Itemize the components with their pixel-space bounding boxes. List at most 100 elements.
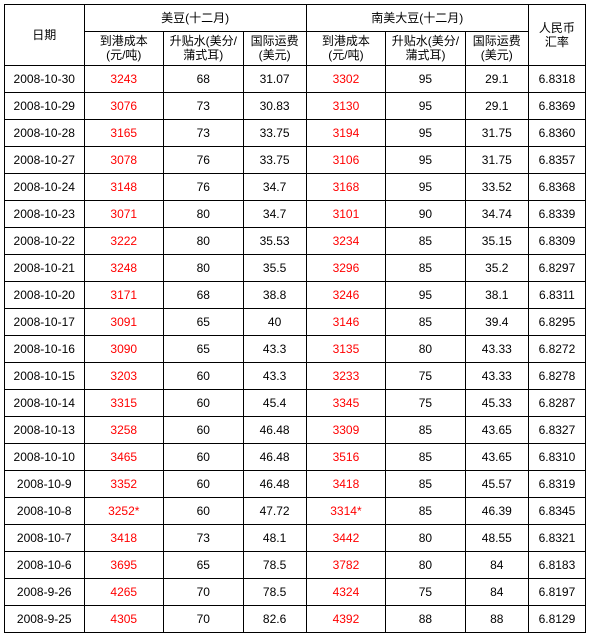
cell-date: 2008-9-25 — [5, 605, 85, 632]
header-us-basis: 升贴水(美分/ 蒲式耳) — [164, 32, 244, 66]
cell-sa-cost: 3194 — [306, 119, 386, 146]
cell-us-cost: 3071 — [84, 200, 164, 227]
cell-us-freight: 34.7 — [243, 173, 306, 200]
cell-sa-cost: 3101 — [306, 200, 386, 227]
cell-rate: 6.8319 — [528, 470, 585, 497]
header-sa-freight: 国际运费 (美元) — [465, 32, 528, 66]
cell-date: 2008-10-6 — [5, 551, 85, 578]
header-sa-cost: 到港成本 (元/吨) — [306, 32, 386, 66]
cell-us-freight: 40 — [243, 308, 306, 335]
cell-sa-freight: 43.33 — [465, 335, 528, 362]
cell-us-cost: 3243 — [84, 65, 164, 92]
cell-sa-cost: 3246 — [306, 281, 386, 308]
cell-sa-basis: 85 — [386, 416, 466, 443]
header-rmb-rate: 人民币 汇率 — [528, 5, 585, 66]
cell-sa-freight: 29.1 — [465, 92, 528, 119]
table-row: 2008-10-2330718034.731019034.746.8339 — [5, 200, 586, 227]
cell-rate: 6.8183 — [528, 551, 585, 578]
cell-us-basis: 76 — [164, 146, 244, 173]
cell-sa-basis: 85 — [386, 443, 466, 470]
cell-sa-basis: 95 — [386, 119, 466, 146]
cell-sa-basis: 90 — [386, 200, 466, 227]
cell-date: 2008-10-15 — [5, 362, 85, 389]
cell-sa-freight: 88 — [465, 605, 528, 632]
cell-sa-basis: 85 — [386, 227, 466, 254]
cell-date: 2008-10-9 — [5, 470, 85, 497]
cell-sa-freight: 84 — [465, 578, 528, 605]
cell-sa-cost: 4324 — [306, 578, 386, 605]
table-row: 2008-9-2642657078.5432475846.8197 — [5, 578, 586, 605]
cell-us-cost: 3078 — [84, 146, 164, 173]
cell-us-basis: 80 — [164, 227, 244, 254]
cell-rate: 6.8321 — [528, 524, 585, 551]
cell-sa-basis: 85 — [386, 497, 466, 524]
table-row: 2008-10-83252*6047.723314*8546.396.8345 — [5, 497, 586, 524]
table-row: 2008-10-1630906543.331358043.336.8272 — [5, 335, 586, 362]
cell-sa-freight: 33.52 — [465, 173, 528, 200]
cell-us-cost: 3465 — [84, 443, 164, 470]
cell-rate: 6.8360 — [528, 119, 585, 146]
cell-us-freight: 46.48 — [243, 443, 306, 470]
cell-us-freight: 31.07 — [243, 65, 306, 92]
cell-us-freight: 45.4 — [243, 389, 306, 416]
table-row: 2008-10-734187348.134428048.556.8321 — [5, 524, 586, 551]
cell-date: 2008-10-14 — [5, 389, 85, 416]
table-row: 2008-10-1332586046.4833098543.656.8327 — [5, 416, 586, 443]
cell-sa-basis: 95 — [386, 92, 466, 119]
table-row: 2008-10-2730787633.7531069531.756.8357 — [5, 146, 586, 173]
cell-us-cost: 4265 — [84, 578, 164, 605]
cell-us-cost: 3076 — [84, 92, 164, 119]
cell-us-freight: 30.83 — [243, 92, 306, 119]
cell-sa-cost: 3309 — [306, 416, 386, 443]
cell-sa-basis: 88 — [386, 605, 466, 632]
cell-sa-cost: 3146 — [306, 308, 386, 335]
cell-us-cost: 3352 — [84, 470, 164, 497]
table-row: 2008-10-3032436831.0733029529.16.8318 — [5, 65, 586, 92]
cell-sa-basis: 80 — [386, 335, 466, 362]
header-group-sa-soybean: 南美大豆(十二月) — [306, 5, 528, 32]
cell-us-basis: 60 — [164, 443, 244, 470]
cell-us-basis: 68 — [164, 281, 244, 308]
cell-sa-freight: 45.33 — [465, 389, 528, 416]
table-row: 2008-10-173091654031468539.46.8295 — [5, 308, 586, 335]
cell-sa-cost: 3168 — [306, 173, 386, 200]
cell-us-freight: 35.5 — [243, 254, 306, 281]
cell-sa-cost: 3233 — [306, 362, 386, 389]
cell-us-freight: 35.53 — [243, 227, 306, 254]
cell-sa-freight: 38.1 — [465, 281, 528, 308]
cell-date: 2008-10-27 — [5, 146, 85, 173]
table-body: 2008-10-3032436831.0733029529.16.8318200… — [5, 65, 586, 632]
cell-rate: 6.8369 — [528, 92, 585, 119]
cell-sa-cost: 4392 — [306, 605, 386, 632]
table-row: 2008-10-2232228035.5332348535.156.8309 — [5, 227, 586, 254]
cell-us-freight: 43.3 — [243, 362, 306, 389]
cell-sa-cost: 3516 — [306, 443, 386, 470]
cell-us-basis: 65 — [164, 551, 244, 578]
cell-rate: 6.8339 — [528, 200, 585, 227]
cell-us-cost: 3252* — [84, 497, 164, 524]
cell-us-basis: 60 — [164, 497, 244, 524]
soybean-price-table: 日期 美豆(十二月) 南美大豆(十二月) 人民币 汇率 到港成本 (元/吨) 升… — [4, 4, 586, 633]
cell-sa-freight: 45.57 — [465, 470, 528, 497]
cell-us-cost: 3203 — [84, 362, 164, 389]
cell-sa-freight: 43.33 — [465, 362, 528, 389]
cell-us-freight: 48.1 — [243, 524, 306, 551]
cell-us-cost: 3695 — [84, 551, 164, 578]
cell-sa-basis: 85 — [386, 254, 466, 281]
table-row: 2008-10-2431487634.731689533.526.8368 — [5, 173, 586, 200]
cell-rate: 6.8345 — [528, 497, 585, 524]
cell-rate: 6.8327 — [528, 416, 585, 443]
cell-us-cost: 3171 — [84, 281, 164, 308]
cell-rate: 6.8368 — [528, 173, 585, 200]
cell-sa-cost: 3418 — [306, 470, 386, 497]
cell-us-cost: 3148 — [84, 173, 164, 200]
cell-sa-cost: 3345 — [306, 389, 386, 416]
cell-sa-freight: 48.55 — [465, 524, 528, 551]
header-date: 日期 — [5, 5, 85, 66]
cell-date: 2008-10-7 — [5, 524, 85, 551]
cell-date: 2008-10-29 — [5, 92, 85, 119]
cell-us-freight: 78.5 — [243, 578, 306, 605]
cell-date: 2008-10-13 — [5, 416, 85, 443]
cell-sa-cost: 3442 — [306, 524, 386, 551]
table-row: 2008-10-2132488035.532968535.26.8297 — [5, 254, 586, 281]
